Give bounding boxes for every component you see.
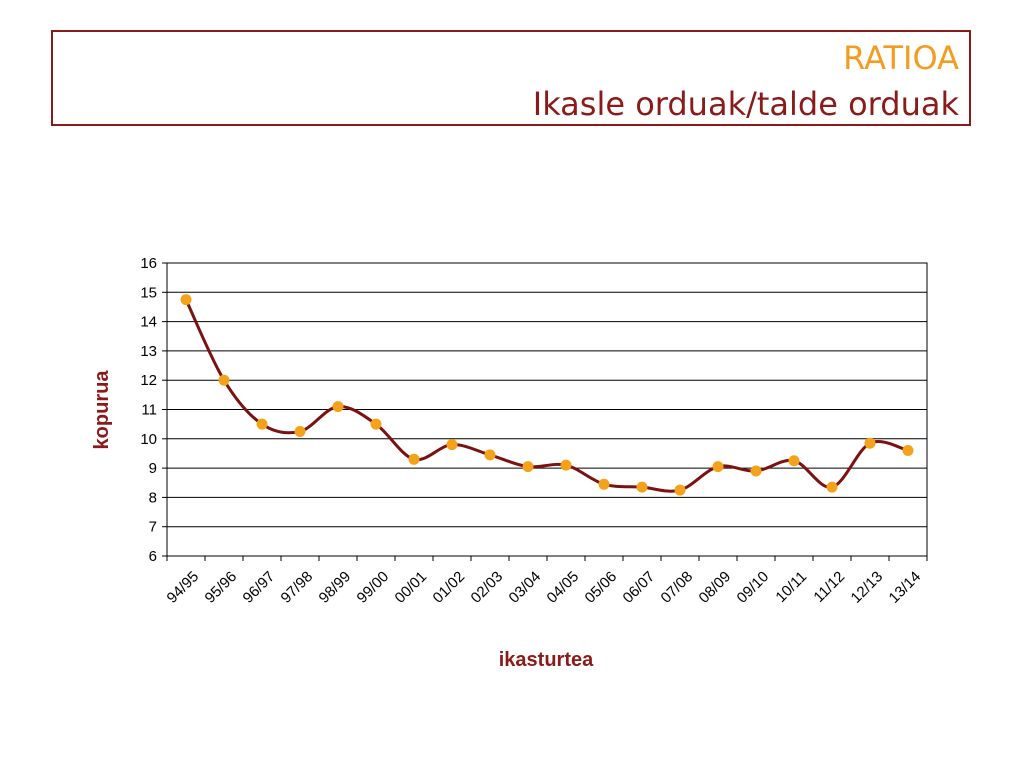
data-point: [560, 459, 572, 471]
data-point: [446, 439, 458, 451]
data-point: [294, 425, 306, 437]
data-point: [598, 478, 610, 490]
x-tick-label: 09/10: [734, 568, 773, 607]
data-point: [484, 449, 496, 461]
data-point: [256, 418, 268, 430]
data-point: [826, 481, 838, 493]
x-tick-label: 11/12: [810, 568, 848, 606]
y-tick-label: 9: [149, 460, 157, 477]
x-tick-label: 05/06: [582, 568, 621, 607]
y-tick-label: 11: [141, 402, 157, 419]
x-tick-label: 94/95: [164, 568, 203, 607]
series-markers: [180, 294, 914, 496]
y-tick-label: 8: [149, 489, 157, 506]
chart-subtitle: Ikasle orduak/talde orduak: [532, 85, 959, 123]
x-tick-label: 96/97: [240, 568, 279, 607]
y-axis-label: kopurua: [91, 370, 113, 450]
x-tick-label: 12/13: [848, 568, 887, 607]
data-point: [750, 465, 762, 477]
x-tick-label: 08/09: [696, 568, 735, 607]
x-tick-label: 00/01: [392, 568, 431, 607]
y-tick-label: 16: [140, 255, 157, 272]
data-point: [218, 374, 230, 386]
data-point: [332, 401, 344, 413]
y-tick-label: 6: [149, 548, 157, 565]
x-tick-label: 02/03: [468, 568, 507, 607]
x-tick-label: 06/07: [620, 568, 659, 607]
x-tick-label: 95/96: [202, 568, 241, 607]
x-tick-label: 99/00: [354, 568, 393, 607]
data-point: [522, 461, 534, 473]
x-tick-label: 01/02: [430, 568, 469, 607]
x-tick-label: 97/98: [278, 568, 317, 607]
x-tick-label: 13/14: [886, 568, 925, 607]
y-tick-label: 12: [140, 372, 157, 389]
y-tick-label: 14: [140, 314, 157, 331]
x-tick-label: 04/05: [544, 568, 583, 607]
data-point: [636, 481, 648, 493]
chart-title: RATIOA: [843, 39, 959, 77]
y-tick-label: 7: [149, 519, 157, 536]
y-tick-label: 13: [140, 343, 157, 360]
title-box: RATIOA Ikasle orduak/talde orduak: [51, 30, 971, 126]
y-tick-label: 15: [140, 284, 157, 301]
grid-lines: [162, 262, 928, 561]
y-tick-label: 10: [140, 431, 157, 448]
data-point: [674, 484, 686, 496]
data-point: [370, 418, 382, 430]
x-axis-label: ikasturtea: [499, 649, 594, 671]
x-tick-labels: 94/95 95/96 96/97 97/98 98/99 99/00 00/01 01/02…: [164, 568, 925, 607]
x-tick-label: 03/04: [506, 568, 545, 607]
series-line: [184, 298, 909, 493]
x-tick-label: 98/99: [316, 568, 355, 607]
data-point: [788, 455, 800, 467]
x-tick-label: 10/11: [772, 568, 810, 606]
data-point: [712, 461, 724, 473]
data-point: [180, 294, 192, 306]
y-tick-labels: 6 7 8 9 10 11 12 13 14 15 16: [140, 255, 157, 565]
data-point: [408, 453, 420, 465]
data-point: [902, 445, 914, 457]
x-tick-label: 07/08: [658, 568, 697, 607]
data-point: [864, 437, 876, 449]
